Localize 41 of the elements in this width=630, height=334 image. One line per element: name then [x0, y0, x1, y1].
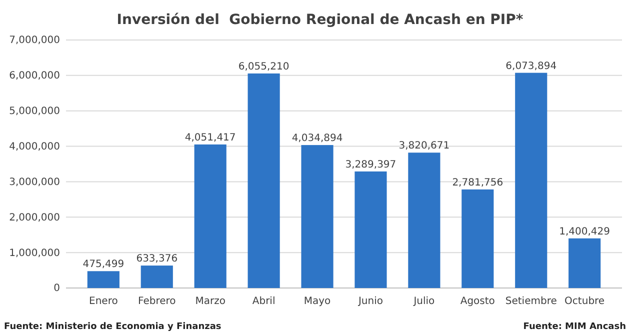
chart-title: Inversión del Gobierno Regional de Ancash en PIP*: [116, 12, 524, 28]
x-tick-label: Marzo: [195, 296, 226, 308]
x-tick-label: Junio: [357, 296, 383, 308]
x-tick-label: Julio: [412, 296, 435, 308]
y-tick-label: 0: [54, 283, 60, 294]
data-label: 2,781,756: [452, 177, 504, 188]
data-label: 475,499: [82, 259, 124, 270]
y-tick-label: 4,000,000: [9, 141, 60, 152]
x-tick-label: Octubre: [564, 296, 605, 308]
bar: [408, 152, 440, 288]
data-label: 4,051,417: [184, 132, 236, 144]
bar: [568, 238, 601, 288]
data-label: 6,073,894: [506, 60, 557, 72]
y-tick-label: 2,000,000: [9, 212, 60, 224]
source-note: Fuente: MIM Ancash: [523, 322, 626, 332]
x-tick-label: Enero: [89, 296, 118, 308]
x-tick-label: Mayo: [304, 296, 331, 308]
bar: [354, 171, 387, 288]
data-label: 3,289,397: [345, 159, 396, 170]
bar: [515, 72, 548, 288]
y-tick-label: 1,000,000: [9, 248, 60, 259]
y-tick-label: 6,000,000: [9, 70, 60, 82]
bar: [194, 144, 226, 288]
data-label: 3,820,671: [398, 140, 450, 152]
x-tick-label: Agosto: [460, 296, 495, 308]
x-tick-label: Febrero: [138, 296, 176, 308]
data-label: 4,034,894: [292, 133, 343, 144]
bar: [462, 189, 494, 288]
data-label: 1,400,429: [559, 226, 610, 238]
y-tick-label: 3,000,000: [9, 176, 60, 188]
x-tick-label: Abril: [252, 296, 276, 308]
bar: [248, 73, 280, 288]
data-label: 633,376: [136, 254, 178, 265]
bar: [87, 271, 120, 288]
bar: [301, 145, 334, 288]
y-tick-label: 5,000,000: [9, 106, 60, 118]
bar: [140, 266, 173, 288]
y-tick-label: 7,000,000: [9, 35, 60, 46]
x-tick-label: Setiembre: [505, 296, 557, 308]
data-label: 6,055,210: [238, 61, 290, 72]
source-note: Fuente: Ministerio de Economia y Finanzas: [4, 322, 222, 332]
